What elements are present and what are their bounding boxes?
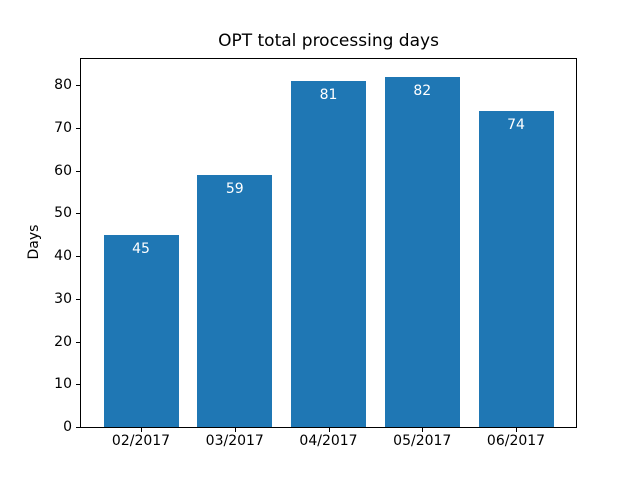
bar-value-label: 45 <box>132 240 150 257</box>
y-tick-mark <box>76 384 80 386</box>
plot-area: 45 59 81 82 74 <box>80 58 577 428</box>
y-tick-mark <box>76 256 80 258</box>
x-tick-label: 05/2017 <box>393 433 452 449</box>
bar-06/2017: 74 <box>478 110 554 427</box>
x-tick-mark <box>422 428 424 432</box>
bar-value-label: 59 <box>225 180 244 197</box>
y-tick-mark <box>76 427 80 428</box>
chart-title: OPT total processing days <box>218 31 439 51</box>
y-tick-label: 60 <box>54 162 72 179</box>
y-tick-label: 30 <box>54 290 72 307</box>
y-tick-mark <box>76 341 80 343</box>
y-tick-mark <box>76 170 80 172</box>
x-tick-label: 06/2017 <box>486 433 546 449</box>
y-tick-label: 10 <box>54 376 72 393</box>
bar-03/2017: 59 <box>197 174 273 427</box>
bar-05/2017: 82 <box>384 76 460 427</box>
x-tick-label: 02/2017 <box>111 433 171 449</box>
bar-value-label: 81 <box>319 86 338 103</box>
y-tick-label: 70 <box>54 119 72 136</box>
y-tick-label: 50 <box>54 205 72 222</box>
bar-02/2017: 45 <box>103 234 179 427</box>
y-tick-mark <box>76 85 80 87</box>
y-tick-label: 40 <box>54 248 72 265</box>
x-tick-label: 04/2017 <box>299 433 358 449</box>
x-tick-mark <box>141 428 142 432</box>
y-tick-label: 20 <box>54 333 72 350</box>
x-tick-label: 03/2017 <box>205 433 264 449</box>
x-tick-mark <box>328 428 330 432</box>
bar-04/2017: 81 <box>291 80 366 427</box>
y-tick-label: 0 <box>63 419 72 435</box>
y-tick-mark <box>76 298 80 300</box>
y-tick-mark <box>76 213 80 215</box>
x-tick-mark <box>516 428 517 432</box>
y-tick-label: 80 <box>54 77 72 94</box>
y-tick-mark <box>76 127 80 129</box>
x-tick-mark <box>234 428 236 432</box>
bar-value-label: 74 <box>507 116 525 133</box>
bar-value-label: 82 <box>413 82 432 99</box>
